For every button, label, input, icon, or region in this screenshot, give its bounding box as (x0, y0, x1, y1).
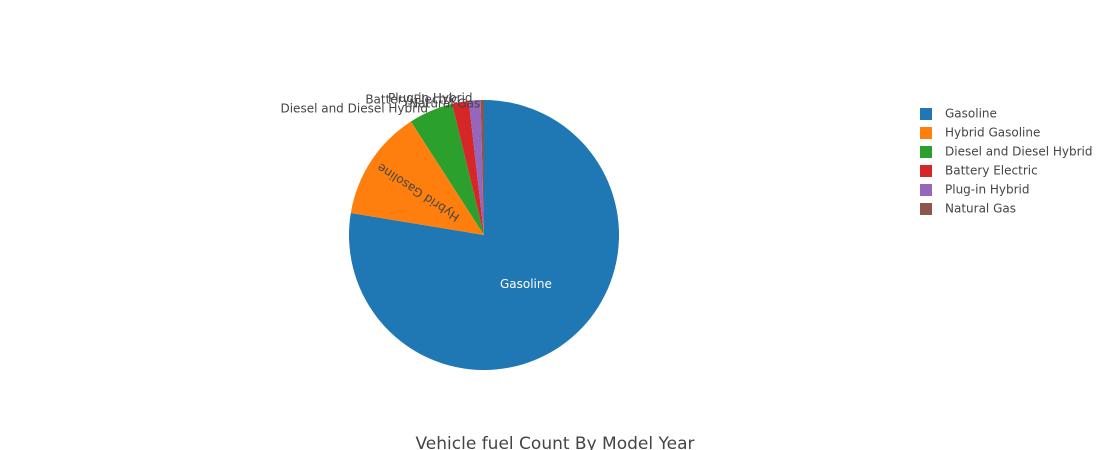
legend-label-plug-in-hybrid: Plug-in Hybrid (945, 183, 1030, 197)
slice-label-gasoline: Gasoline (500, 277, 552, 291)
legend-label-natural-gas: Natural Gas (945, 202, 1016, 216)
pie-slice-hybrid-gasoline[interactable] (350, 121, 484, 235)
slice-label-battery-electric: Battery Electric (365, 93, 458, 107)
legend-label-battery-electric: Battery Electric (945, 164, 1038, 178)
legend-label-hybrid-gasoline: Hybrid Gasoline (945, 126, 1040, 140)
legend-swatch-natural-gas (920, 203, 932, 215)
pie-slice-natural-gas[interactable] (480, 100, 484, 235)
slice-label-diesel-and-diesel-hybrid: Diesel and Diesel Hybrid (280, 102, 428, 116)
legend: Gasoline Hybrid Gasoline Diesel and Diesel… (920, 107, 1093, 216)
slice-label-plug-in-hybrid: Plug-in Hybrid (388, 91, 473, 105)
legend-swatch-plug-in-hybrid (920, 184, 932, 196)
legend-label-gasoline: Gasoline (945, 107, 997, 121)
pie-slice-battery-electric[interactable] (452, 100, 484, 235)
slice-label-natural-gas: Natural Gas (409, 97, 480, 111)
pie-slice-diesel-and-diesel-hybrid[interactable] (410, 103, 484, 236)
legend-swatch-diesel-and-diesel-hybrid (920, 146, 932, 158)
legend-label-diesel-and-diesel-hybrid: Diesel and Diesel Hybrid (945, 145, 1093, 159)
legend-item-hybrid-gasoline[interactable]: Hybrid Gasoline (920, 126, 1040, 140)
legend-item-plug-in-hybrid[interactable]: Plug-in Hybrid (920, 183, 1030, 197)
pie-slice-plug-in-hybrid[interactable] (468, 100, 484, 235)
legend-swatch-gasoline (920, 108, 932, 120)
legend-item-natural-gas[interactable]: Natural Gas (920, 202, 1016, 216)
legend-item-gasoline[interactable]: Gasoline (920, 107, 997, 121)
legend-item-battery-electric[interactable]: Battery Electric (920, 164, 1038, 178)
chart-title: Vehicle fuel Count By Model Year (416, 434, 695, 450)
legend-item-diesel-and-diesel-hybrid[interactable]: Diesel and Diesel Hybrid (920, 145, 1093, 159)
legend-swatch-battery-electric (920, 165, 932, 177)
pie-slices (348, 100, 619, 370)
pie-slice-gasoline[interactable] (348, 100, 619, 370)
legend-swatch-hybrid-gasoline (920, 127, 932, 139)
